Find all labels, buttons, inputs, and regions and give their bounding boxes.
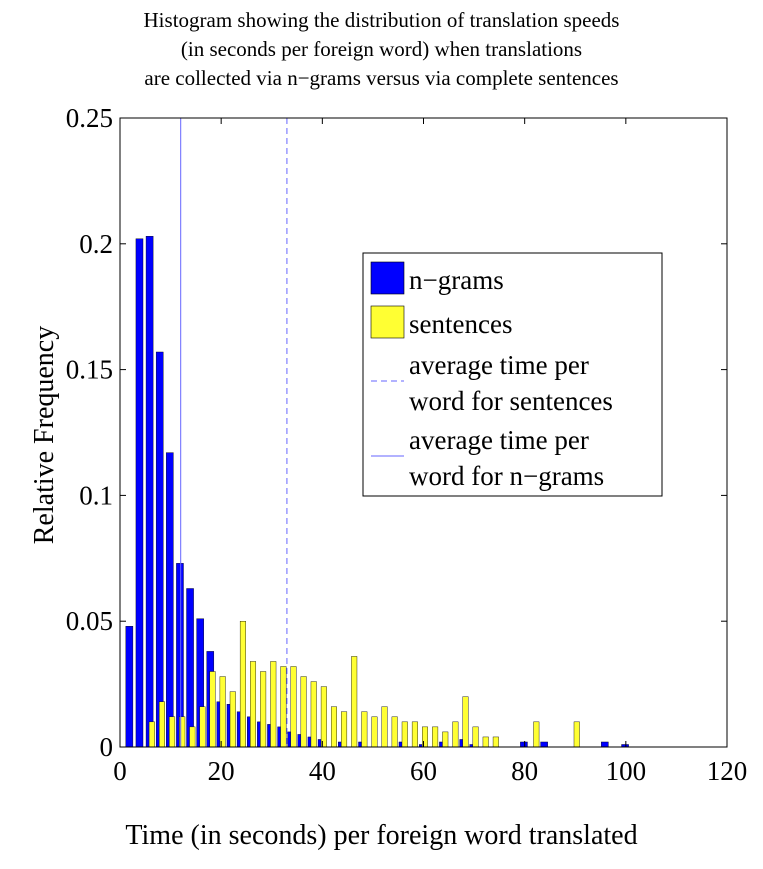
sentences-bar-31: [462, 696, 469, 748]
ngrams-bar-2: [145, 236, 154, 748]
y-tick-label-2: 0.1: [79, 480, 113, 510]
sentences-bar-9: [239, 621, 246, 748]
ngrams-bar-0: [125, 626, 134, 748]
x-tick-label-3: 60: [410, 756, 437, 786]
legend-label-avg-ngrams-2: word for n−grams: [409, 461, 604, 491]
legend-label-avg-ngrams-1: average time per: [409, 425, 589, 455]
sentences-bar-5: [199, 706, 206, 748]
sentences-bar-30: [452, 721, 459, 748]
ngrams-bar-1: [135, 238, 144, 748]
legend-swatch-sentences: [370, 305, 405, 339]
chart-title-line-1: Histogram showing the distribution of tr…: [143, 8, 620, 32]
legend-box: [362, 252, 663, 497]
ngrams-bar-6: [186, 588, 194, 748]
sentences-bar-36: [573, 721, 580, 748]
sentences-bar-6: [209, 671, 216, 748]
sentences-bar-26: [411, 721, 418, 748]
sentences-bar-18: [330, 706, 337, 748]
sentences-bar-35: [533, 721, 540, 748]
sentences-bar-28: [432, 726, 439, 748]
sentences-bar-12: [270, 661, 277, 748]
y-axis-label: Relative Frequency: [29, 325, 60, 545]
sentences-bar-34: [492, 736, 499, 748]
ngrams-bar-27: [520, 741, 528, 748]
sentences-bar-2: [169, 716, 176, 748]
sentences-bar-20: [351, 656, 358, 748]
chart-title-line-2: (in seconds per foreign word) when trans…: [180, 37, 583, 61]
sentences-bar-29: [442, 731, 449, 748]
axis-ticks: 0 20 40 60 80 100 120 0 0.05 0.1 0.15 0.2 0.25: [66, 103, 748, 786]
legend-label-sentences: sentences: [409, 309, 512, 339]
sentences-bar-21: [361, 711, 368, 748]
x-tick-label-0: 0: [113, 756, 127, 786]
y-tick-label-4: 0.2: [79, 229, 113, 259]
sentences-bar-23: [381, 706, 388, 748]
sentences-bar-19: [341, 711, 348, 748]
sentences-bar-11: [260, 671, 267, 748]
chart-title-line-3: are collected via n−grams versus via com…: [144, 66, 619, 90]
sentences-bars: [148, 621, 580, 748]
y-tick-label-3: 0.15: [66, 355, 113, 385]
sentences-bar-16: [310, 681, 317, 748]
sentences-bar-1: [158, 701, 165, 748]
ngrams-bar-4: [166, 452, 174, 748]
sentences-bar-33: [482, 736, 489, 748]
legend-swatch-ngrams: [370, 261, 405, 295]
y-tick-label-5: 0.25: [66, 103, 113, 133]
x-tick-label-1: 20: [208, 756, 235, 786]
sentences-bar-15: [300, 676, 307, 748]
sentences-bar-13: [280, 666, 287, 748]
y-tick-label-1: 0.05: [66, 606, 113, 636]
sentences-bar-0: [148, 721, 155, 748]
sentences-bar-10: [250, 661, 257, 748]
sentences-bar-4: [189, 726, 196, 748]
sentences-bar-25: [401, 721, 408, 748]
x-tick-label-5: 100: [606, 756, 647, 786]
ngrams-bar-3: [155, 351, 164, 748]
sentences-bar-8: [229, 691, 236, 748]
ngrams-bar-29: [601, 741, 609, 748]
sentences-bar-32: [472, 726, 479, 748]
sentences-bar-24: [391, 716, 398, 748]
legend-label-avg-sentences-2: word for sentences: [409, 386, 613, 416]
sentences-bar-17: [320, 686, 327, 748]
sentences-bar-7: [219, 676, 226, 748]
sentences-bar-22: [371, 716, 378, 748]
y-tick-label-0: 0: [100, 732, 114, 762]
x-tick-label-2: 40: [309, 756, 336, 786]
ngrams-bar-28: [540, 741, 548, 748]
x-axis-label: Time (in seconds) per foreign word trans…: [125, 820, 638, 851]
sentences-bar-14: [290, 666, 297, 748]
legend: n−grams sentences average time per word …: [362, 252, 663, 497]
x-tick-label-6: 120: [707, 756, 748, 786]
legend-label-avg-sentences-1: average time per: [409, 350, 589, 380]
x-tick-label-4: 80: [511, 756, 538, 786]
legend-label-ngrams: n−grams: [409, 265, 504, 295]
